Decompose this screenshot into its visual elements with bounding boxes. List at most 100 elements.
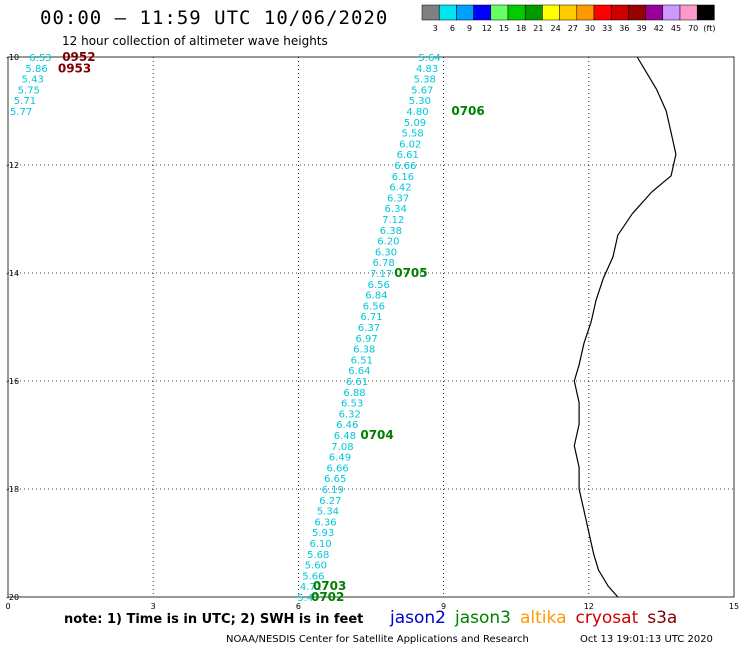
swh-value: 6.53 (341, 399, 363, 410)
swh-value: 6.19 (322, 485, 344, 496)
swh-value: 6.49 (329, 453, 351, 464)
swh-value: 5.77 (10, 107, 32, 118)
colorbar-label: 39 (637, 24, 647, 33)
colorbar-swatch (628, 4, 646, 21)
legend-s3a: s3a (647, 608, 678, 628)
colorbar-swatch (679, 4, 698, 21)
colorbar-label: 30 (585, 24, 595, 33)
swh-value: 5.34 (317, 507, 339, 518)
swh-value: 5.64 (418, 53, 440, 64)
colorbar-swatch (421, 4, 440, 21)
colorbar-label: 27 (568, 24, 578, 33)
satellite-tracks: 6.535.865.435.755.715.77095209535.644.83… (10, 50, 485, 604)
time-label: 0704 (360, 428, 393, 442)
swh-value: 5.38 (414, 75, 436, 86)
swh-value: 6.38 (353, 345, 375, 356)
swh-value: 5.58 (401, 129, 423, 140)
swh-value: 6.30 (375, 247, 397, 258)
swh-value: 6.20 (377, 237, 399, 248)
swh-value: 6.66 (326, 463, 348, 474)
color-scale-bar: 3 6 9 12 15 18 21 24 27 30 33 36 39 42 45 70 (ft) (421, 4, 715, 33)
lon-tick-label: 3 (151, 602, 156, 611)
swh-value: 6.34 (385, 204, 407, 215)
swh-value: 5.86 (25, 64, 47, 75)
colorbar-swatch (696, 4, 715, 21)
lat-tick-label: -18 (6, 485, 19, 494)
colorbar-swatch (593, 4, 612, 21)
colorbar-label: 15 (499, 24, 509, 33)
swh-value: 5.60 (305, 561, 327, 572)
swh-value: 6.61 (346, 377, 368, 388)
colorbar-label: 18 (516, 24, 526, 33)
colorbar-swatch (645, 4, 664, 21)
swh-value: 6.53 (29, 53, 51, 64)
colorbar-label: 9 (467, 24, 472, 33)
swh-value: 6.51 (351, 355, 373, 366)
swh-value: 6.16 (392, 172, 414, 183)
legend-jason2: jason2 (390, 608, 446, 628)
colorbar-swatch (490, 4, 509, 21)
swh-value: 7.12 (382, 215, 404, 226)
swh-value: 5.93 (312, 528, 334, 539)
swh-value: 7.08 (331, 442, 353, 453)
swh-value: 6.88 (343, 388, 365, 399)
coastline (573, 56, 677, 598)
colorbar-label: 21 (533, 24, 543, 33)
swh-value: 7.17 (370, 269, 392, 280)
lat-tick-label: -12 (6, 161, 19, 170)
footer-credit: NOAA/NESDIS Center for Satellite Applica… (226, 634, 529, 645)
lon-tick-label: 9 (441, 602, 446, 611)
colorbar-swatch (662, 4, 681, 21)
lat-tick-label: -10 (6, 53, 19, 62)
colorbar-swatch (473, 4, 492, 21)
colorbar-label: 42 (654, 24, 664, 33)
swh-value: 6.61 (397, 150, 419, 161)
time-label: 0706 (451, 104, 484, 118)
colorbar-swatch (524, 4, 543, 21)
swh-value: 5.09 (404, 118, 426, 129)
swh-value: 6.37 (358, 323, 380, 334)
time-label: 0953 (58, 61, 91, 75)
swh-value: 6.42 (389, 183, 411, 194)
lat-tick-label: -14 (6, 269, 19, 278)
swh-value: 6.02 (399, 139, 421, 150)
legend-altika: altika (520, 608, 567, 628)
colorbar-label: 12 (482, 24, 492, 33)
time-label: 0705 (394, 266, 427, 280)
coastline-path (573, 56, 677, 598)
swh-value: 6.97 (356, 334, 378, 345)
swh-value: 4.71 (300, 582, 322, 593)
map-subtitle: 12 hour collection of altimeter wave hei… (62, 34, 328, 48)
satellite-legend: jason2 jason3 altika cryosat s3a (390, 608, 686, 628)
swh-value: 6.27 (319, 496, 341, 507)
time-label: 0703 (313, 579, 346, 593)
colorbar-unit: (ft) (703, 24, 715, 33)
colorbar-label: 33 (602, 24, 612, 33)
axis-tick-labels: 0 3 6 9 12 15 -10 -12 -14 -16 -18 -20 (5, 53, 739, 611)
swh-value: 5.67 (411, 85, 433, 96)
swh-value: 5.75 (18, 85, 40, 96)
swh-value: 5.30 (409, 96, 431, 107)
swh-value: 6.71 (360, 312, 382, 323)
colorbar-label: 45 (671, 24, 681, 33)
swh-value: 6.37 (387, 193, 409, 204)
lat-tick-label: -20 (6, 593, 19, 602)
swh-value: 6.36 (314, 517, 336, 528)
lat-tick-label: -16 (6, 377, 19, 386)
colorbar-swatch (456, 4, 474, 21)
swh-value: 4.83 (416, 64, 438, 75)
lon-tick-label: 15 (729, 602, 739, 611)
swh-value: 6.56 (363, 301, 385, 312)
map-title: 00:00 – 11:59 UTC 10/06/2020 (40, 7, 389, 29)
swh-value: 5.66 (302, 571, 324, 582)
colorbar-swatch (576, 4, 595, 21)
lon-tick-label: 6 (296, 602, 301, 611)
swh-value: 6.64 (348, 366, 370, 377)
time-label: 0702 (311, 590, 344, 604)
swh-value: 5.47 (297, 593, 319, 604)
colorbar-swatch (559, 4, 578, 21)
colorbar-swatch (610, 4, 629, 21)
track-jason3: 5.644.835.385.675.304.805.095.586.026.61… (297, 53, 484, 604)
swh-value: 4.80 (406, 107, 428, 118)
